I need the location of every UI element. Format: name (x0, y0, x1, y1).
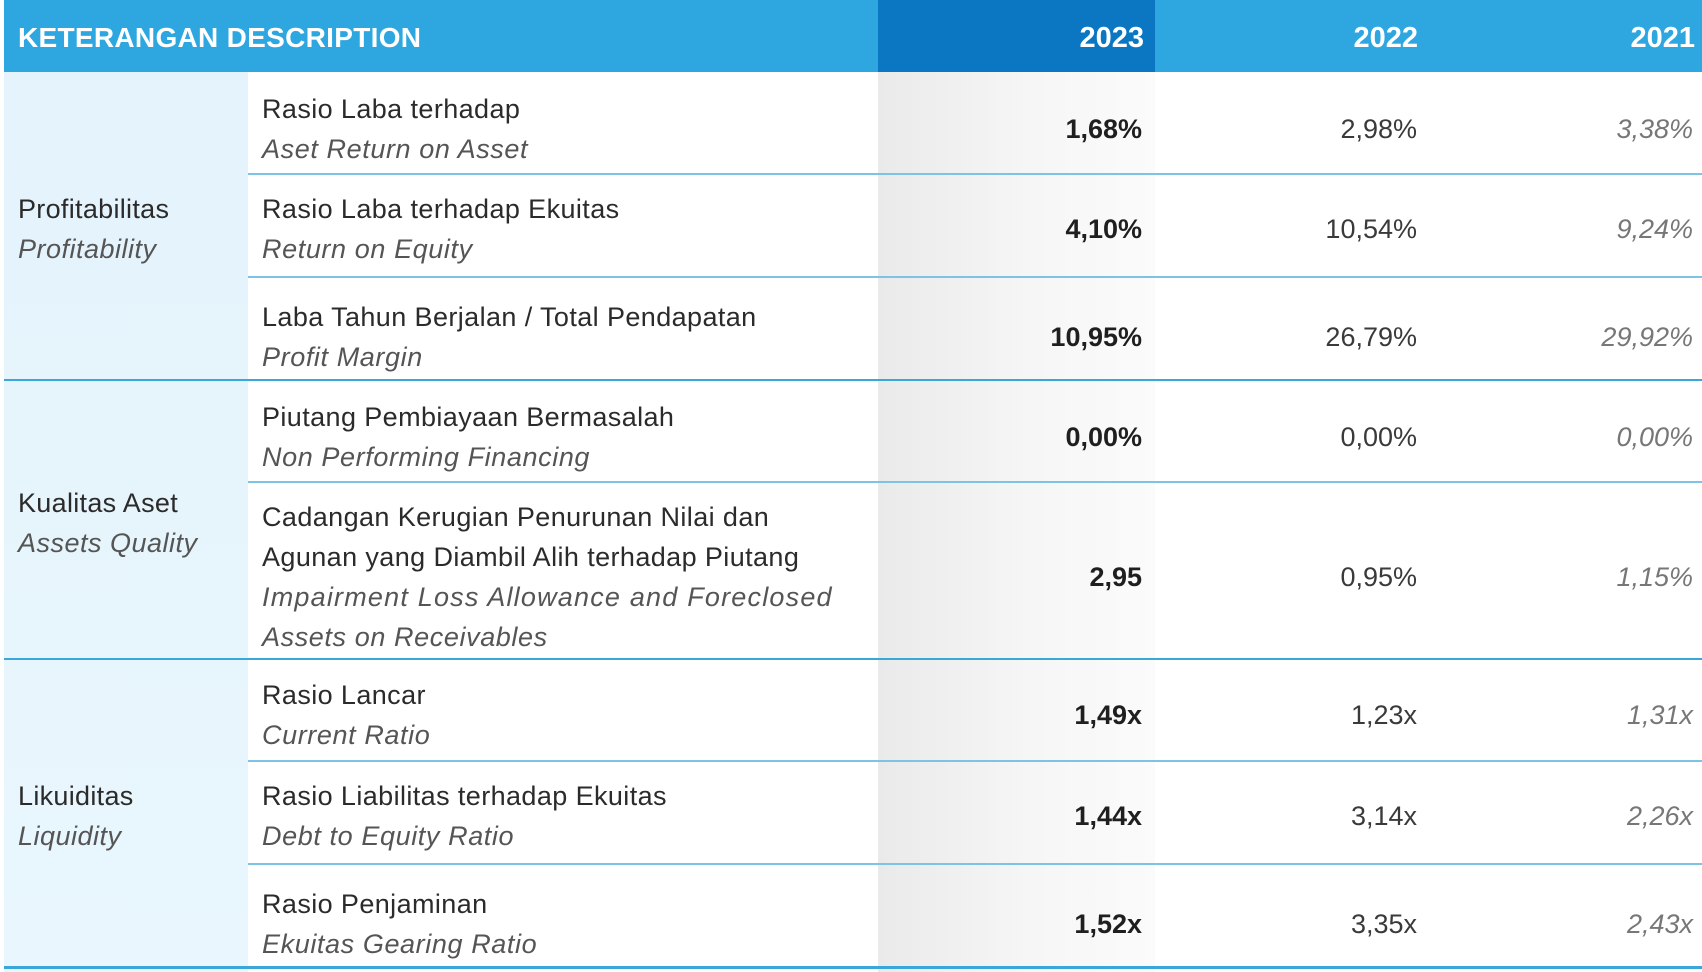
group-divider (4, 658, 1702, 660)
row-divider (248, 760, 1702, 762)
category-assets-quality: Kualitas Aset Assets Quality (18, 483, 198, 563)
table-row-label: Rasio Lancar Current Ratio (262, 675, 868, 755)
category-label: Likuiditas (18, 781, 134, 811)
value-2022: 10,54% (1325, 214, 1417, 244)
row-label-id: Rasio Laba terhadap (262, 94, 521, 124)
table-row-label: Rasio Penjaminan Ekuitas Gearing Ratio (262, 884, 868, 964)
header-year-2021: 2021 (1630, 22, 1695, 54)
header-2023-highlight (878, 0, 1155, 72)
row-label-id: Agunan yang Diambil Alih terhadap Piutan… (262, 542, 800, 572)
row-label-id: Rasio Laba terhadap Ekuitas (262, 194, 620, 224)
row-label-id: Rasio Penjaminan (262, 889, 488, 919)
category-profitability: Profitabilitas Profitability (18, 189, 169, 269)
category-label-en: Profitability (18, 234, 157, 264)
header-year-2022: 2022 (1353, 22, 1418, 54)
header-description: KETERANGAN DESCRIPTION (18, 22, 422, 53)
value-2023: 1,44x (1074, 801, 1142, 831)
group-divider (4, 379, 1702, 381)
row-divider (248, 863, 1702, 865)
row-label-en: Assets on Receivables (262, 622, 548, 652)
category-liquidity: Likuiditas Liquidity (18, 776, 134, 856)
value-2022: 3,14x (1350, 801, 1417, 831)
category-label: Kualitas Aset (18, 488, 178, 518)
table-row-label: Cadangan Kerugian Penurunan Nilai dan Ag… (262, 497, 868, 657)
row-divider (248, 481, 1702, 483)
category-label-en: Liquidity (18, 821, 122, 851)
value-2022: 0,00% (1340, 422, 1417, 452)
row-label-id: Rasio Lancar (262, 680, 426, 710)
value-2022: 3,35x (1350, 909, 1417, 939)
row-label-en: Debt to Equity Ratio (262, 821, 515, 851)
value-2023: 1,49x (1074, 700, 1142, 730)
table-row-label: Rasio Laba terhadap Aset Return on Asset (262, 89, 868, 169)
financial-ratios-table: KETERANGAN DESCRIPTION 2023 2022 2021 Pr… (4, 0, 1702, 972)
row-divider (248, 173, 1702, 175)
value-2021: 29,92% (1601, 322, 1693, 352)
value-2023: 1,52x (1074, 909, 1142, 939)
row-label-en: Return on Equity (262, 234, 473, 264)
value-2022: 26,79% (1325, 322, 1417, 352)
table-row-label: Rasio Laba terhadap Ekuitas Return on Eq… (262, 189, 868, 269)
value-2023: 4,10% (1065, 214, 1142, 244)
value-2021: 2,43x (1626, 909, 1693, 939)
row-label-id: Piutang Pembiayaan Bermasalah (262, 402, 675, 432)
value-2023: 10,95% (1050, 322, 1142, 352)
row-label-en: Aset Return on Asset (262, 134, 529, 164)
value-2023: 2,95 (1089, 562, 1142, 592)
value-2023: 1,68% (1065, 114, 1142, 144)
category-label-en: Assets Quality (18, 528, 198, 558)
row-label-en: Ekuitas Gearing Ratio (262, 929, 538, 959)
value-2022: 1,23x (1350, 700, 1417, 730)
value-2023: 0,00% (1065, 422, 1142, 452)
row-label-en: Profit Margin (262, 342, 423, 372)
category-column-background (4, 72, 248, 972)
row-label-id: Laba Tahun Berjalan / Total Pendapatan (262, 302, 757, 332)
table-row-label: Piutang Pembiayaan Bermasalah Non Perfor… (262, 397, 868, 477)
row-divider (248, 276, 1702, 278)
value-2021: 1,15% (1616, 562, 1693, 592)
value-2022: 0,95% (1340, 562, 1417, 592)
row-label-en: Current Ratio (262, 720, 431, 750)
category-label: Profitabilitas (18, 194, 170, 224)
value-2021: 0,00% (1616, 422, 1693, 452)
row-label-en: Non Performing Financing (262, 442, 591, 472)
value-2021: 9,24% (1616, 214, 1693, 244)
table-row-label: Rasio Liabilitas terhadap Ekuitas Debt t… (262, 776, 868, 856)
value-2022: 2,98% (1340, 114, 1417, 144)
value-2021: 2,26x (1626, 801, 1693, 831)
value-2021: 1,31x (1626, 700, 1693, 730)
header-year-2023: 2023 (1079, 22, 1144, 54)
row-label-id: Rasio Liabilitas terhadap Ekuitas (262, 781, 667, 811)
table-bottom-border (4, 966, 1702, 969)
value-2021: 3,38% (1616, 114, 1693, 144)
column-2023-background (878, 72, 1155, 972)
table-header: KETERANGAN DESCRIPTION 2023 2022 2021 (4, 0, 1702, 72)
row-label-id: Cadangan Kerugian Penurunan Nilai dan (262, 502, 770, 532)
table-row-label: Laba Tahun Berjalan / Total Pendapatan P… (262, 297, 868, 377)
row-label-en: Impairment Loss Allowance and Foreclosed (262, 582, 833, 612)
